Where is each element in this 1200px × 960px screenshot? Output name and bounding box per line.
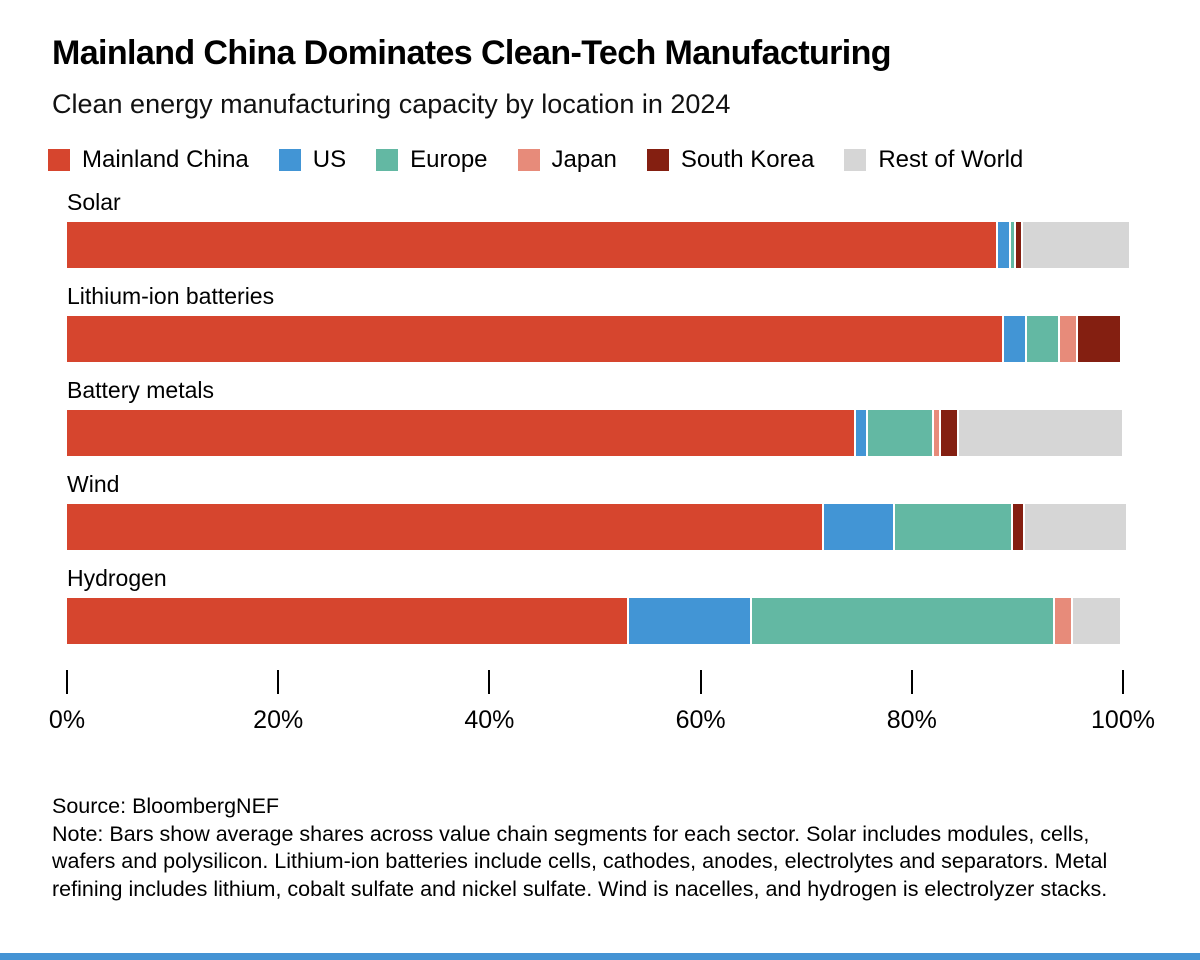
legend-label: Europe	[410, 146, 488, 173]
bar-track	[67, 410, 1123, 456]
axis-tick	[277, 670, 280, 694]
x-axis: 0% 20% 40% 60% 80% 100%	[49, 670, 1155, 748]
bar-segment-mainland-china	[67, 316, 1002, 362]
axis-tick	[699, 670, 702, 694]
bar-segment-south-korea	[1015, 222, 1022, 268]
bar-segment-south-korea	[1012, 504, 1024, 550]
axis-tick	[488, 670, 491, 694]
chart-row-battery-metals: Battery metals	[67, 377, 1123, 456]
bar-segment-south-korea	[1078, 316, 1121, 362]
bar-label: Hydrogen	[67, 565, 167, 591]
bar-segment-japan	[1055, 598, 1071, 644]
bar-segment-mainland-china	[67, 222, 997, 268]
legend-swatch-rest-of-world	[844, 149, 867, 171]
legend-swatch-south-korea	[646, 149, 669, 171]
page-subtitle: Clean energy manufacturing capacity by l…	[52, 89, 731, 119]
chart-row-hydrogen: Hydrogen	[67, 565, 1123, 644]
chart-page: Mainland China Dominates Clean-Tech Manu…	[48, 34, 1155, 903]
bar-segment-rest-of-world	[958, 410, 1123, 456]
axis-tick-label: 80%	[886, 706, 937, 734]
legend-item-south-korea: South Korea	[646, 146, 815, 174]
bar-segment-rest-of-world	[1023, 222, 1129, 268]
bar-label: Lithium-ion batteries	[67, 283, 275, 309]
bar-track	[67, 222, 1129, 268]
bar-segment-us	[998, 222, 1009, 268]
bar-segment-mainland-china	[67, 598, 627, 644]
bar-segment-us	[855, 410, 867, 456]
bar-label: Wind	[67, 471, 120, 497]
bar-segment-us	[628, 598, 751, 644]
footer: Source: BloombergNEF Note: Bars show ave…	[52, 794, 1148, 903]
bar-track	[67, 504, 1126, 550]
bar-segment-us	[824, 504, 893, 550]
bar-segment-japan	[1060, 316, 1077, 362]
legend-label: Japan	[551, 146, 617, 173]
bar-segment-europe	[1010, 222, 1014, 268]
page-title: Mainland China Dominates Clean-Tech Manu…	[52, 34, 892, 72]
axis-tick-label: 20%	[253, 706, 304, 734]
bar-segment-europe	[1026, 316, 1059, 362]
legend-label: US	[312, 146, 347, 173]
legend-swatch-us	[278, 149, 301, 171]
legend-item-us: US	[278, 146, 347, 174]
legend-swatch-japan	[517, 149, 540, 171]
axis-tick-label: 60%	[675, 706, 726, 734]
bar-track	[67, 316, 1123, 362]
bar-segment-rest-of-world	[1025, 504, 1126, 550]
bar-segment-japan	[933, 410, 939, 456]
bar-segment-europe	[868, 410, 932, 456]
legend-item-europe: Europe	[376, 146, 488, 174]
legend-swatch-europe	[376, 149, 399, 171]
chart-row-wind: Wind	[67, 471, 1126, 550]
legend-swatch-mainland-china	[48, 149, 70, 171]
chart-row-solar: Solar	[67, 189, 1129, 268]
legend-item-mainland-china: Mainland China	[48, 146, 249, 174]
stacked-bar-chart: Solar Lithium-ion batteries Battery metals…	[49, 189, 1155, 748]
bar-segment-europe	[894, 504, 1011, 550]
source-text: Source: BloombergNEF	[52, 794, 280, 818]
bar-segment-mainland-china	[67, 504, 823, 550]
bar-track	[67, 598, 1123, 644]
axis-tick	[66, 670, 68, 694]
note-text: Note: Bars show average shares across va…	[52, 822, 1108, 901]
chart-rows: Solar Lithium-ion batteries Battery metals…	[67, 189, 1129, 644]
bar-segment-europe	[752, 598, 1054, 644]
bar-segment-mainland-china	[67, 410, 854, 456]
axis-tick-label: 40%	[464, 706, 515, 734]
bar-segment-south-korea	[940, 410, 957, 456]
bottom-accent-bar	[0, 953, 1200, 960]
bar-label: Solar	[67, 189, 121, 215]
legend-label: Rest of World	[878, 146, 1024, 173]
bar-label: Battery metals	[67, 377, 214, 403]
bar-segment-rest-of-world	[1072, 598, 1121, 644]
axis-tick-label: 0%	[48, 706, 86, 734]
axis-tick	[1122, 670, 1124, 694]
chart-row-lithium-ion-batteries: Lithium-ion batteries	[67, 283, 1123, 362]
bar-segment-us	[1003, 316, 1025, 362]
legend-label: Mainland China	[82, 146, 249, 173]
legend-label: South Korea	[680, 146, 815, 173]
legend-item-japan: Japan	[517, 146, 617, 174]
legend: Mainland China US Europe Japan South Korea Re…	[48, 146, 1148, 174]
axis-tick-label: 100%	[1091, 706, 1155, 734]
legend-item-rest-of-world: Rest of World	[844, 146, 1023, 174]
axis-tick	[910, 670, 913, 694]
